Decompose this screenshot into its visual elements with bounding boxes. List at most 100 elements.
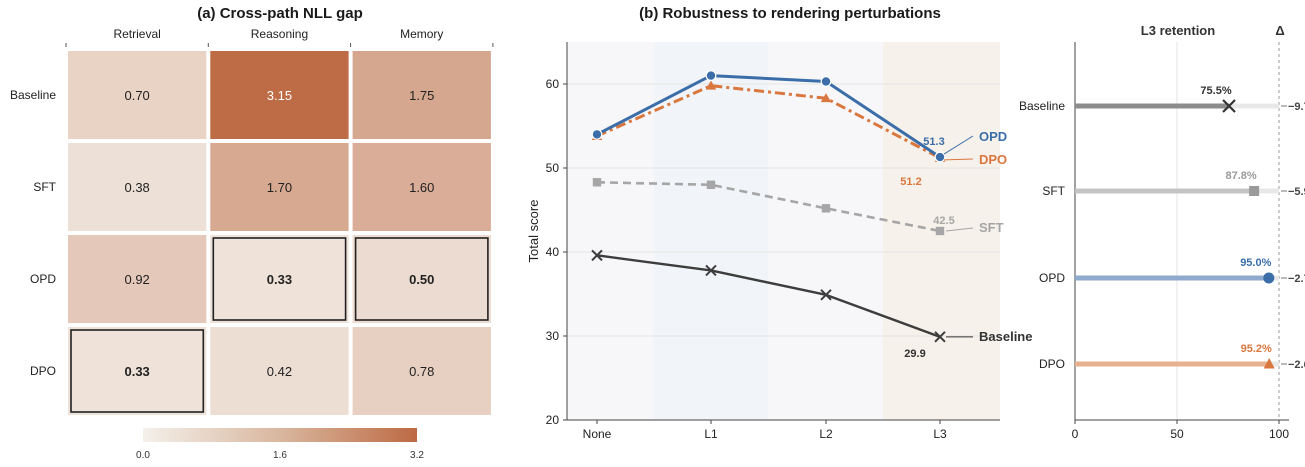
colorbar (143, 428, 417, 442)
heatmap-cell-label: 3.15 (267, 88, 292, 103)
heatmap-cell-label: 0.42 (267, 364, 292, 379)
heatmap-cell (68, 51, 207, 139)
series-label-opd: OPD (979, 129, 1007, 144)
panel-c-delta-header: Δ (1275, 23, 1284, 38)
heatmap-cell-label: 0.33 (267, 272, 292, 287)
y-tick-label: 50 (546, 161, 560, 175)
heatmap-column-label: Retrieval (113, 27, 160, 41)
retention-chart: 0 50 100 Baseline 75.5% −9.7 SFT 87.8% −5.9 OPD 95… (1019, 42, 1305, 441)
data-point-baseline (934, 331, 946, 343)
y-axis-label: Total score (526, 200, 541, 263)
value-label-baseline: 29.9 (904, 348, 925, 360)
leader-line-opd (943, 135, 974, 155)
y-tick-label: 60 (546, 77, 560, 91)
panel-c-title: L3 retention (1141, 23, 1215, 38)
series-line-sft (596, 180, 941, 233)
background-band (567, 42, 654, 420)
retention-x-tick-label: 0 (1072, 427, 1079, 441)
delta-label: −9.7 (1288, 101, 1305, 113)
line-chart: 20 30 40 50 60 None L1 L2 L3 Total score 51.3 51.2 4… (526, 42, 1032, 441)
heatmap-cell (68, 235, 207, 323)
retention-row-label: DPO (1039, 357, 1065, 371)
y-tick-label: 40 (546, 245, 560, 259)
heatmap-row-label: Baseline (10, 88, 56, 102)
value-label-dpo: 51.2 (900, 176, 921, 188)
retention-value-label: 75.5% (1200, 85, 1231, 97)
delta-label: −2.6 (1288, 359, 1305, 371)
retention-row-label: OPD (1039, 271, 1065, 285)
heatmap-cell (68, 143, 207, 231)
heatmap-cell (210, 327, 349, 415)
retention-value-label: 95.2% (1241, 343, 1272, 355)
data-point-opd (820, 76, 832, 87)
heatmap-highlight-box (212, 237, 347, 321)
x-tick-label: None (583, 427, 612, 441)
heatmap-cell (210, 143, 349, 231)
background-band (654, 42, 768, 420)
x-tick-label: L3 (933, 427, 947, 441)
heatmap-cell-label: 1.60 (409, 180, 434, 195)
delta-label: −5.9 (1288, 186, 1305, 198)
series-label-baseline: Baseline (979, 329, 1032, 344)
series-line-opd (596, 74, 941, 159)
heatmap-cell-label: 0.38 (124, 180, 149, 195)
heatmap-cell (352, 235, 491, 323)
value-label-opd: 51.3 (923, 136, 944, 148)
heatmap-cell (352, 143, 491, 231)
colorbar-tick-label: 1.6 (273, 450, 287, 461)
data-point-baseline (591, 249, 603, 262)
heatmap-cell-label: 1.75 (409, 88, 434, 103)
data-point-dpo (820, 93, 832, 103)
data-point-baseline (820, 289, 832, 301)
panel-b-title: (b) Robustness to rendering perturbation… (639, 5, 941, 22)
heatmap-row-label: SFT (33, 180, 56, 194)
data-point-opd (591, 128, 603, 140)
colorbar-tick-label: 0.0 (136, 450, 150, 461)
heatmap-highlight-box (354, 237, 489, 321)
retention-marker (1263, 272, 1275, 284)
retention-x-tick-label: 100 (1269, 427, 1289, 441)
series-label-dpo: DPO (979, 152, 1007, 167)
heatmap-cell-label: 0.78 (409, 364, 434, 379)
heatmap-highlight-box (70, 329, 205, 413)
heatmap-cell-label: 0.70 (124, 88, 149, 103)
heatmap-row-label: OPD (30, 272, 56, 286)
retention-value-label: 87.8% (1226, 170, 1257, 182)
value-label-sft: 42.5 (933, 215, 954, 227)
panel-a-title: (a) Cross-path NLL gap (197, 5, 363, 22)
heatmap-cell (68, 327, 207, 415)
retention-value-label: 95.0% (1240, 257, 1271, 269)
series-line-baseline (596, 254, 941, 338)
retention-row-label: SFT (1042, 184, 1065, 198)
y-tick-label: 30 (546, 329, 560, 343)
data-point-sft (935, 226, 945, 236)
heatmap-row-label: DPO (30, 364, 56, 378)
retention-x-tick-label: 50 (1170, 427, 1184, 441)
leader-line-dpo (943, 158, 974, 161)
data-point-sft (821, 204, 831, 213)
heatmap-cell (210, 235, 349, 323)
data-point-opd (934, 151, 946, 163)
series-line-dpo (596, 84, 941, 160)
heatmap: Retrieval Reasoning Memory Baseline SFT OPD DP… (10, 27, 494, 415)
delta-label: −2.7 (1288, 273, 1305, 285)
data-point-sft (706, 180, 716, 189)
heatmap-cell (210, 51, 349, 139)
retention-marker (1263, 358, 1275, 369)
heatmap-cell (352, 51, 491, 139)
heatmap-cell-label: 0.33 (124, 364, 149, 379)
heatmap-cell-label: 0.92 (124, 272, 149, 287)
data-point-opd (705, 70, 717, 81)
retention-row-label: Baseline (1019, 99, 1065, 113)
data-point-sft (592, 178, 602, 187)
y-tick-label: 20 (546, 413, 560, 427)
series-label-sft: SFT (979, 220, 1004, 235)
colorbar-tick-label: 3.2 (410, 450, 424, 461)
x-tick-label: L1 (704, 427, 718, 441)
retention-marker (1249, 186, 1260, 196)
heatmap-column-label: Reasoning (251, 27, 308, 41)
leader-line-sft (945, 227, 974, 232)
heatmap-cell-label: 0.50 (409, 272, 434, 287)
heatmap-cell-label: 1.70 (267, 180, 292, 195)
